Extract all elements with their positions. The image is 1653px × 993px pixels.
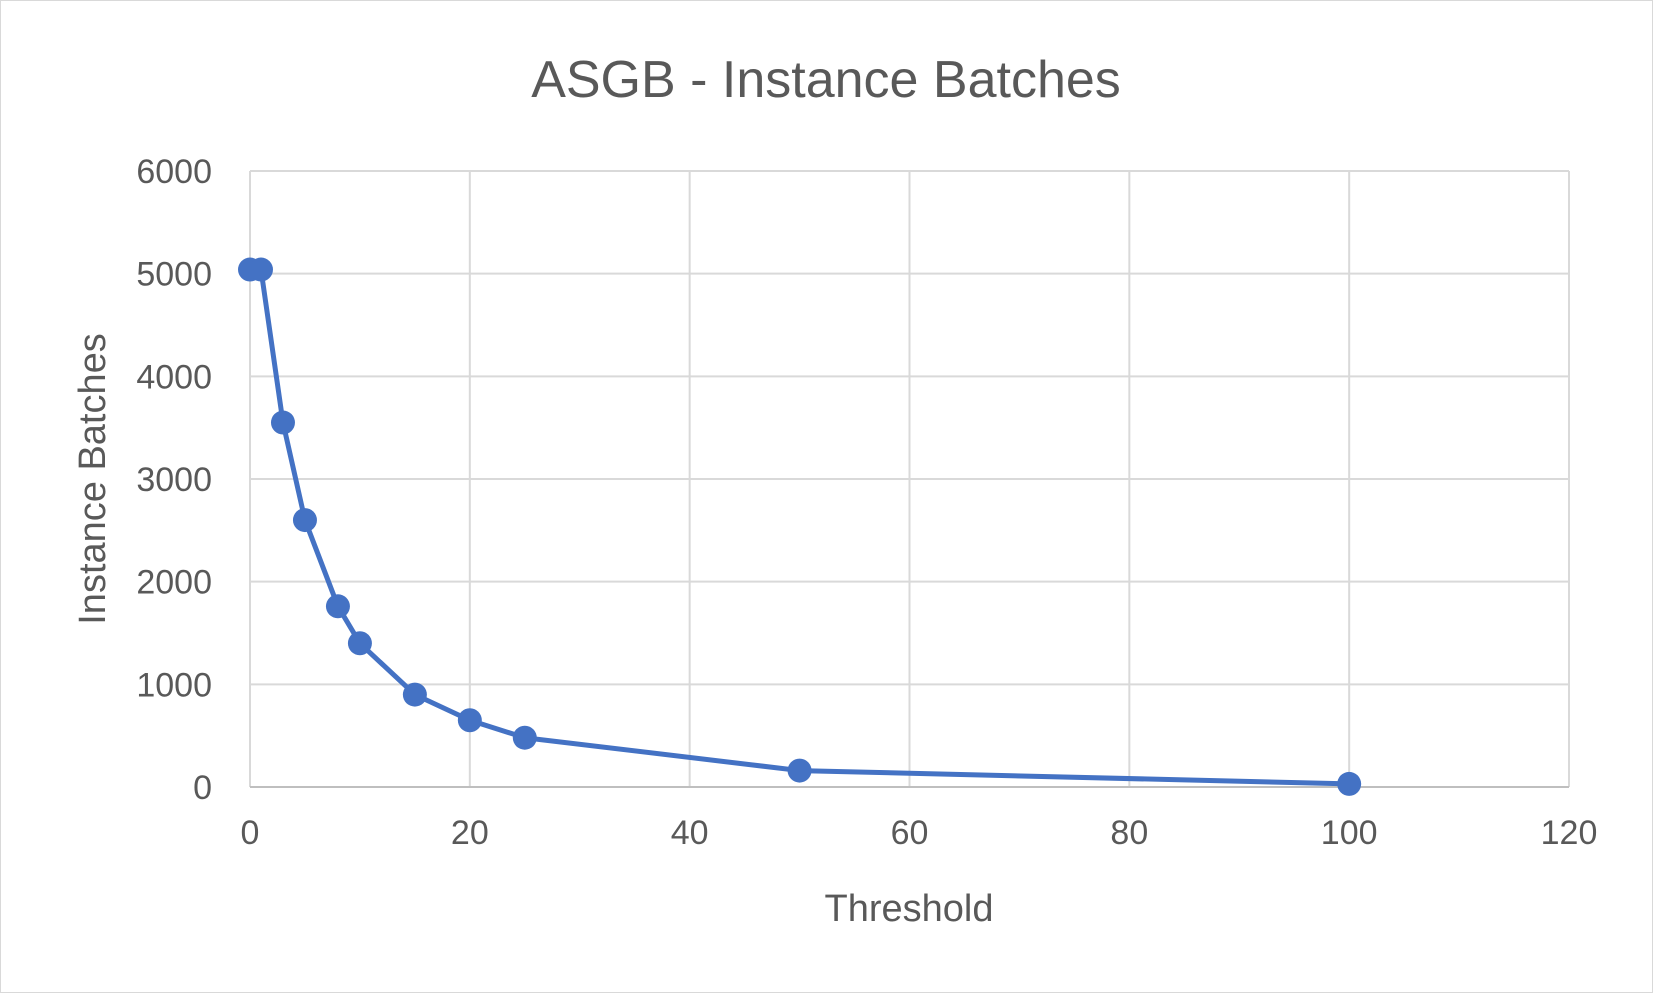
data-point: [512, 725, 537, 750]
data-point: [457, 708, 482, 733]
y-tick-label: 1000: [136, 666, 212, 704]
data-point: [402, 682, 427, 707]
x-tick-label: 40: [671, 814, 709, 852]
x-tick-label: 60: [891, 814, 929, 852]
data-point: [292, 508, 317, 533]
gridlines: [250, 170, 1570, 787]
data-point: [248, 257, 273, 282]
data-point: [1337, 771, 1362, 796]
data-point: [347, 631, 372, 656]
y-tick-label: 6000: [136, 153, 212, 191]
data-point: [325, 594, 350, 619]
y-tick-label: 2000: [136, 564, 212, 602]
y-tick-label: 4000: [136, 358, 212, 396]
tick-labels: 0 20 40 60 80 100 120 0 1000 2000 3000 4000 5000 6000: [136, 153, 1597, 852]
data-point: [787, 758, 812, 783]
x-tick-label: 80: [1110, 814, 1148, 852]
y-axis-title: Instance Batches: [72, 333, 114, 625]
chart-title: ASGB - Instance Batches: [531, 51, 1121, 109]
x-tick-label: 0: [241, 814, 260, 852]
x-tick-label: 120: [1541, 814, 1598, 852]
x-tick-label: 100: [1321, 814, 1378, 852]
data-point: [270, 410, 295, 435]
y-tick-label: 0: [193, 769, 212, 807]
y-tick-label: 5000: [136, 256, 212, 294]
y-tick-label: 3000: [136, 461, 212, 499]
series-line: [247, 267, 1352, 787]
x-axis-title: Threshold: [825, 888, 994, 930]
data-series: [238, 257, 1362, 796]
x-tick-label: 20: [451, 814, 489, 852]
